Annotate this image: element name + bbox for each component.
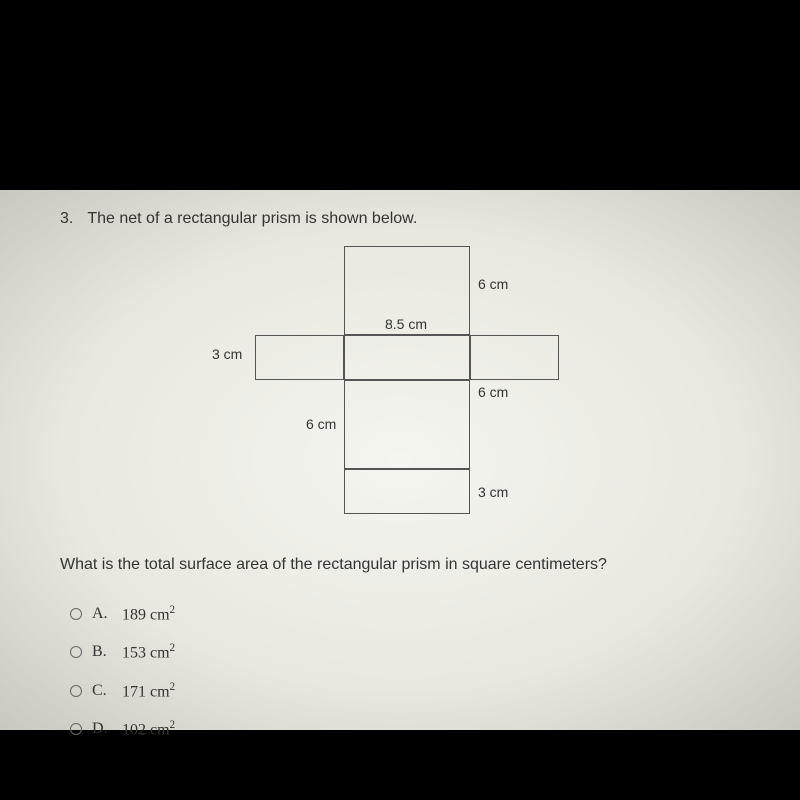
dimension-label: 6 cm — [478, 384, 508, 400]
question-number: 3. — [60, 210, 73, 228]
answer-option[interactable]: B. 153 cm2 — [70, 642, 740, 662]
dimension-label: 6 cm — [306, 416, 336, 432]
question-stem: The net of a rectangular prism is shown … — [87, 210, 417, 228]
question-prompt: What is the total surface area of the re… — [60, 556, 740, 574]
dimension-label: 6 cm — [478, 276, 508, 292]
worksheet-page: 3. The net of a rectangular prism is sho… — [0, 190, 800, 730]
option-letter: A. — [92, 605, 112, 623]
radio-icon[interactable] — [70, 608, 82, 620]
dimension-label: 3 cm — [212, 346, 242, 362]
net-face — [255, 335, 344, 380]
dimension-label: 8.5 cm — [385, 316, 427, 332]
option-letter: B. — [92, 643, 112, 661]
option-value: 189 cm2 — [122, 604, 175, 624]
option-value: 102 cm2 — [122, 719, 175, 739]
dimension-label: 3 cm — [478, 484, 508, 500]
option-letter: D. — [92, 720, 112, 738]
answer-option[interactable]: C. 171 cm2 — [70, 681, 740, 701]
net-face — [470, 335, 559, 380]
option-value: 171 cm2 — [122, 681, 175, 701]
net-face — [344, 380, 470, 469]
net-face — [344, 469, 470, 514]
answer-option[interactable]: A. 189 cm2 — [70, 604, 740, 624]
answer-option[interactable]: D. 102 cm2 — [70, 719, 740, 739]
radio-icon[interactable] — [70, 685, 82, 697]
option-letter: C. — [92, 682, 112, 700]
net-diagram: 6 cm 8.5 cm 3 cm 6 cm 6 cm 3 cm — [190, 246, 610, 536]
question-header: 3. The net of a rectangular prism is sho… — [60, 210, 740, 228]
radio-icon[interactable] — [70, 646, 82, 658]
answer-options: A. 189 cm2 B. 153 cm2 C. 171 cm2 D. 102 cm2 — [70, 604, 740, 739]
net-face — [344, 335, 470, 380]
radio-icon[interactable] — [70, 723, 82, 735]
option-value: 153 cm2 — [122, 642, 175, 662]
